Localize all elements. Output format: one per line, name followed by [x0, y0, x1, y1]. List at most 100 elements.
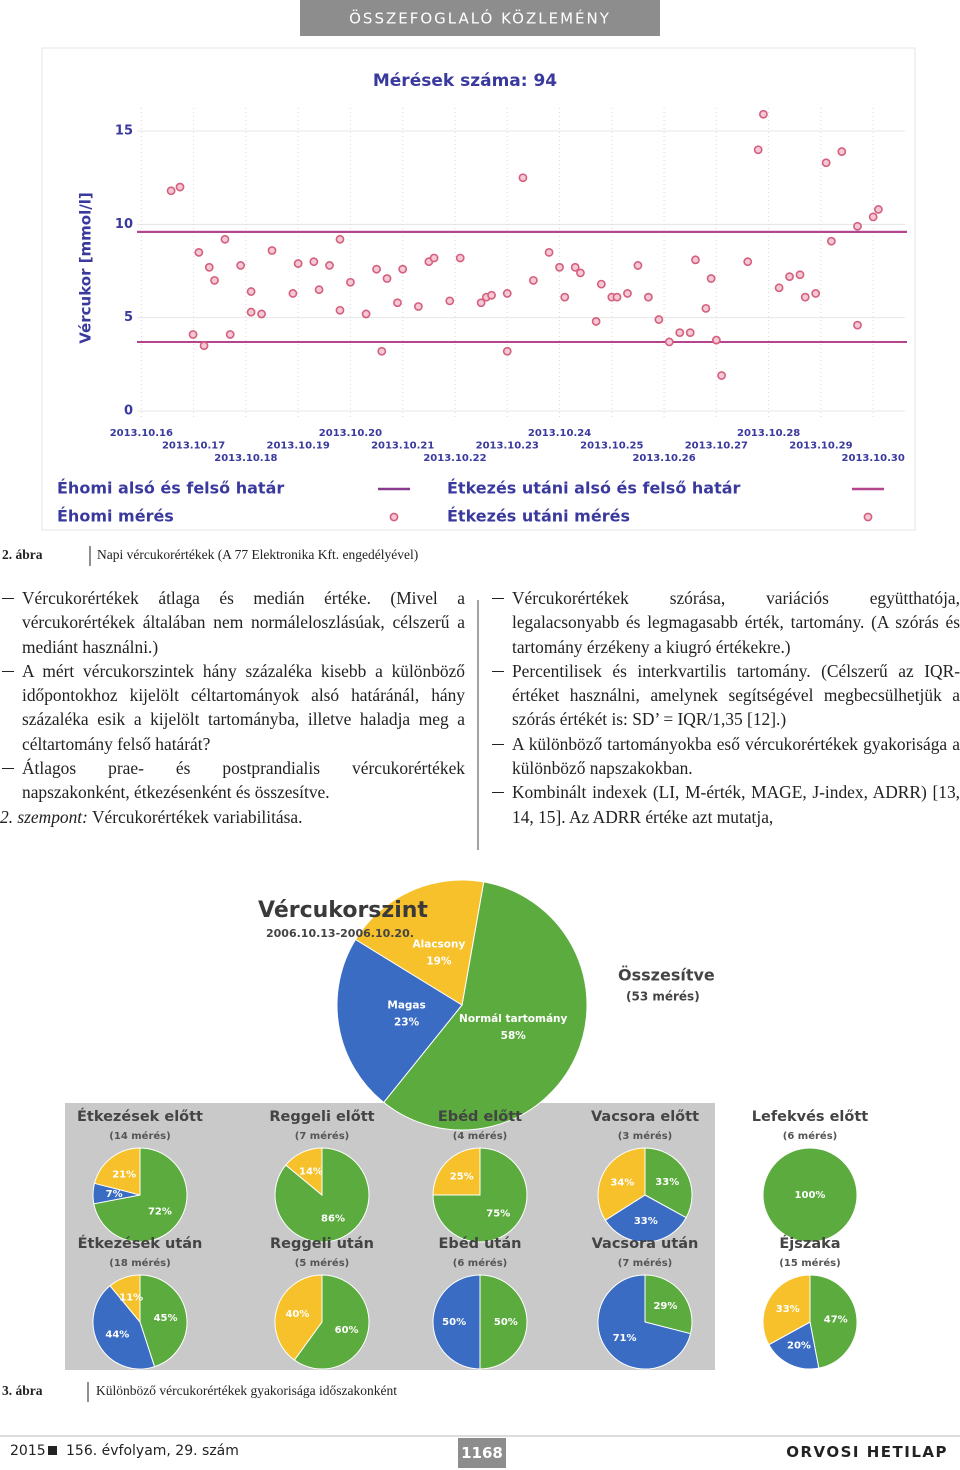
- legend-label: Éhomi mérés: [57, 507, 174, 526]
- pie-subtitle: (14 mérés): [109, 1130, 170, 1142]
- pie-note: Összesítve: [618, 966, 715, 985]
- data-point: [246, 307, 256, 317]
- data-point: [257, 309, 266, 319]
- data-point: [188, 330, 198, 339]
- data-point: [591, 317, 601, 326]
- item-text: A mért vércukorszintek hány százaléka ki…: [22, 660, 465, 754]
- data-point: [853, 221, 862, 231]
- section-title: ÖSSZEFOGLALÓ KÖZLEMÉNY: [349, 9, 611, 28]
- list-item: Vércukorértékek szórása, variációs együt…: [490, 586, 960, 659]
- x-tick-label: 2013.10.24: [528, 428, 591, 439]
- y-tick-label: 0: [124, 404, 133, 419]
- pie-slice: [604, 1194, 687, 1243]
- data-point: [560, 292, 570, 302]
- dash: [492, 670, 504, 672]
- data-point: [774, 283, 784, 293]
- footer-square: [48, 1446, 57, 1455]
- pie-title: Ebéd előtt: [438, 1109, 522, 1125]
- pie-count: (53 mérés): [626, 990, 700, 1004]
- pie-slice: [285, 1147, 323, 1197]
- pie-title: Reggeli után: [270, 1236, 374, 1252]
- slice-value-label: 86%: [321, 1213, 345, 1224]
- paragraph: 2. szempont: Vércukorértékek variabilitá…: [0, 805, 465, 829]
- item-text: Vércukorértékek szórása, variációs együt…: [512, 588, 960, 657]
- pie-slice: [809, 1274, 858, 1369]
- data-point: [225, 330, 235, 339]
- item-text: A különböző tartományokba eső vércukorér…: [512, 733, 960, 779]
- x-tick-label: 2013.10.16: [110, 428, 173, 439]
- x-tick-label: 2013.10.22: [423, 453, 486, 464]
- legend-marker: [863, 512, 873, 522]
- pie-slice: [382, 881, 588, 1131]
- data-point: [826, 236, 836, 246]
- slice-value-label: 11%: [119, 1293, 143, 1304]
- slice-value-label: 25%: [450, 1172, 474, 1183]
- header-bar: [300, 0, 660, 36]
- pie-title: Vacsora előtt: [591, 1109, 699, 1125]
- data-point: [685, 328, 695, 338]
- pie-slice: [762, 1274, 811, 1346]
- item-text: Vércukorértékek átlaga és medián értéke.…: [22, 588, 465, 657]
- data-point: [372, 264, 381, 274]
- data-point: [335, 234, 345, 244]
- data-point: [821, 158, 831, 168]
- data-point: [528, 275, 538, 285]
- pie-slice: [139, 1274, 188, 1368]
- list-item: A mért vércukorszintek hány százaléka ki…: [0, 659, 465, 756]
- data-point: [293, 259, 303, 268]
- data-point: [398, 264, 408, 274]
- legend-label: Étkezés utáni mérés: [447, 507, 630, 526]
- pie-slice: [479, 1274, 528, 1370]
- data-point: [576, 268, 585, 278]
- list-item: Percentilisek és interkvartilis tartomán…: [490, 659, 960, 732]
- slice-value-label: 7%: [106, 1189, 123, 1200]
- x-tick-label: 2013.10.17: [162, 441, 225, 452]
- dash: [492, 792, 504, 794]
- slice-value-label: 60%: [335, 1325, 359, 1336]
- pie-title: Ebéd után: [439, 1236, 522, 1252]
- slice-value-label: 34%: [610, 1178, 634, 1189]
- data-point: [612, 292, 622, 302]
- x-tick-label: 2013.10.21: [371, 441, 434, 452]
- pie-subtitle: (4 mérés): [453, 1130, 507, 1142]
- slice-category: Normál tartomány: [459, 1013, 567, 1025]
- data-point: [664, 337, 674, 347]
- data-point: [633, 261, 643, 270]
- slice-value-label: 40%: [285, 1309, 309, 1320]
- data-point: [194, 247, 204, 257]
- figure-caption: Különböző vércukorértékek gyakorisága id…: [96, 1383, 398, 1398]
- data-point: [643, 292, 653, 302]
- data-point: [445, 296, 455, 306]
- slice-value-label: 47%: [824, 1315, 848, 1326]
- figure-label: 2. ábra: [2, 547, 43, 562]
- dash: [492, 598, 504, 599]
- data-point: [166, 186, 176, 196]
- page-number: 1168: [461, 1444, 503, 1462]
- data-point: [811, 289, 821, 298]
- pie-title: Étkezések előtt: [77, 1108, 203, 1125]
- slice-value-label: 21%: [112, 1170, 136, 1181]
- slice-category: Magas: [387, 1000, 425, 1012]
- pie-slice: [354, 879, 485, 1006]
- data-point: [544, 247, 554, 257]
- data-point: [377, 346, 387, 356]
- list-item: Kombinált indexek (LI, M-érték, MAGE, J-…: [490, 780, 960, 829]
- pie-slice: [768, 1321, 820, 1370]
- item-text: Percentilisek és interkvartilis tartomán…: [512, 660, 960, 730]
- pie-slice: [597, 1274, 692, 1370]
- list-item: Átlagos prae- és postprandialis vércukor…: [0, 756, 465, 805]
- y-tick-label: 5: [124, 310, 133, 325]
- data-point: [335, 305, 345, 315]
- slice-value-label: 100%: [795, 1190, 826, 1201]
- data-point: [800, 292, 810, 302]
- x-tick-label: 2013.10.27: [685, 441, 748, 452]
- data-point: [346, 277, 355, 287]
- data-point: [502, 346, 512, 356]
- data-point: [753, 145, 763, 155]
- pie-subtitle: (18 mérés): [109, 1257, 170, 1269]
- dash: [492, 743, 504, 745]
- slice-value-label: 45%: [154, 1313, 178, 1324]
- data-point: [623, 289, 632, 298]
- data-point: [837, 147, 847, 156]
- pie-slice: [93, 1147, 141, 1196]
